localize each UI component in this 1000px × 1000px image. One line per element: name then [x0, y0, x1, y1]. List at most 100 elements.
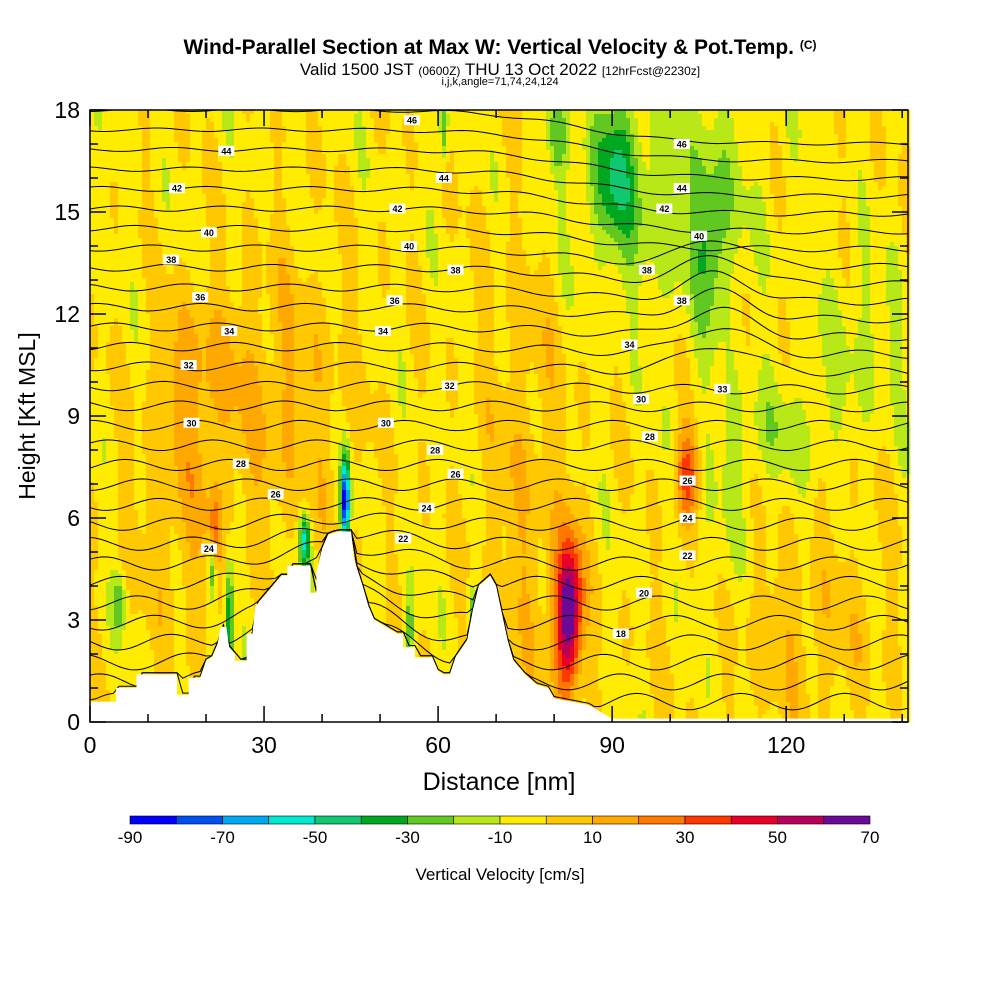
colorbar-tick-label: -10 [488, 828, 513, 847]
contour-label-box [679, 475, 696, 486]
contour-label-box [192, 292, 209, 302]
contour-label: 36 [195, 293, 205, 303]
colorbar-bin [777, 815, 825, 825]
contour-label: 28 [236, 459, 246, 469]
terrain [90, 531, 908, 722]
colorbar-bin [638, 815, 686, 825]
colorbar-tick-label: -30 [395, 828, 420, 847]
contour-label-box [679, 513, 696, 523]
contour-label: 18 [616, 629, 626, 639]
contour-label: 46 [407, 116, 417, 126]
colorbar-bin [222, 815, 270, 825]
contour-label: 20 [639, 588, 649, 598]
x-tick-label: 0 [84, 732, 97, 758]
contour-label-box [656, 203, 673, 214]
contour-label: 28 [430, 446, 440, 456]
colorbar-bin [823, 815, 871, 825]
theta-contour-line [89, 348, 909, 377]
contour-label-box [418, 502, 435, 513]
theta-contour-line [89, 527, 909, 551]
theta-contour-line [89, 255, 909, 288]
theta-contour-labels: 46 44 42 44 42 40 40 38 38 36 36 34 34 32 32 30 30 28 28 26… [163, 115, 731, 639]
contour-label: 40 [694, 231, 704, 241]
contour-label: 26 [450, 469, 460, 479]
contour-label-box [636, 587, 653, 598]
chart-subtitle: Valid 1500 JST (0600Z) THU 13 Oct 2022 [… [0, 60, 1000, 80]
contour-label: 46 [677, 140, 687, 150]
contour-label-box [386, 295, 403, 306]
colorbar-bin [360, 815, 408, 825]
y-tick-label: 6 [67, 505, 80, 531]
contour-label: 26 [683, 476, 693, 486]
colorbar-label: Vertical Velocity [cm/s] [415, 865, 584, 884]
contour-label: 28 [645, 432, 655, 442]
contour-label-box [403, 115, 420, 126]
contour-label-box [200, 543, 217, 554]
contour-label-box [427, 445, 444, 455]
contour-label: 40 [404, 242, 414, 252]
contour-label-box [441, 380, 458, 391]
contour-label: 34 [625, 340, 635, 350]
contour-label: 30 [187, 418, 197, 428]
theta-contour-line [89, 205, 909, 235]
theta-contour-line [89, 497, 909, 511]
grid-indices: i,j,k,angle=71,74,24,124 [0, 76, 1000, 88]
colorbar-bin [175, 815, 223, 825]
contour-label-box [638, 264, 655, 275]
contour-label: 34 [378, 327, 388, 337]
valid-date: THU 13 Oct 2022 [465, 60, 597, 79]
colorbar-bin [684, 815, 732, 825]
colorbar-bin [407, 815, 455, 825]
theta-contour-line [89, 458, 909, 472]
contour-label: 44 [439, 174, 449, 184]
y-tick-label: 0 [67, 709, 80, 735]
contour-label-box [183, 417, 200, 428]
y-tick-label: 18 [54, 97, 80, 123]
contour-label: 36 [390, 296, 400, 306]
contour-label: 26 [271, 490, 281, 500]
contour-label: 38 [450, 265, 460, 275]
theta-contour-line [89, 478, 909, 492]
theta-contour-line [89, 240, 909, 270]
theta-contour-line [89, 185, 909, 217]
theta-contour-line [89, 400, 909, 413]
contour-label-box [714, 383, 731, 394]
colorbar-bin [730, 815, 778, 825]
contour-label: 30 [381, 418, 391, 428]
theta-contour-line [89, 127, 909, 164]
contour-label: 42 [392, 204, 402, 214]
theta-contour-line [89, 529, 909, 591]
valid-time: Valid 1500 JST [300, 60, 414, 79]
theta-contour-line [89, 439, 909, 452]
contour-label-box [679, 550, 696, 561]
valid-zulu: (0600Z) [418, 64, 460, 78]
x-axis: 0 30 60 90 120 Distance [nm] [84, 110, 903, 796]
contour-label-box [389, 203, 406, 214]
contour-label-box [641, 431, 658, 442]
contour-label: 34 [224, 327, 234, 337]
contour-label: 38 [642, 265, 652, 275]
contour-label: 32 [445, 381, 455, 391]
contour-label: 38 [166, 255, 176, 265]
contour-label-box [180, 360, 197, 370]
colorbar-bin [499, 815, 547, 825]
y-axis-label: Height [Kft MSL] [14, 332, 40, 499]
y-tick-label: 9 [67, 403, 80, 429]
colorbar-tick-label: -70 [210, 828, 235, 847]
chart-title: Wind-Parallel Section at Max W: Vertical… [0, 36, 1000, 60]
colorbar-tick-label: -50 [303, 828, 328, 847]
contour-label: 24 [421, 503, 431, 513]
colorbar: -90 -70 -50 -30 -10 10 30 50 70 Vertical Velocity… [118, 815, 880, 884]
contour-label-box [218, 145, 235, 156]
contour-label: 22 [398, 534, 408, 544]
contour-label-box [447, 468, 464, 479]
copyright-tag: (C) [800, 38, 817, 52]
colorbar-bin [592, 815, 640, 825]
colorbar-tick-label: 30 [676, 828, 695, 847]
colorbar-tick-label: 70 [861, 828, 880, 847]
contour-label-box [163, 254, 180, 265]
contour-label: 33 [717, 384, 727, 394]
